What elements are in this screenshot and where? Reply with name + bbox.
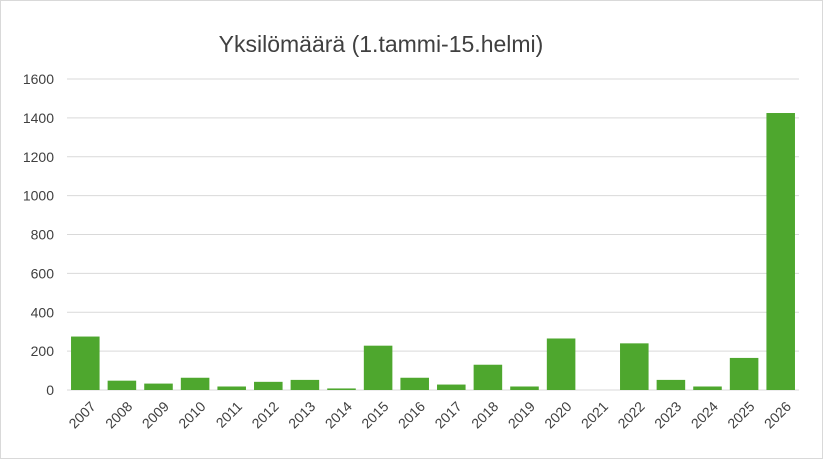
x-tick-label: 2016 [395,398,428,431]
bar-2019 [510,386,539,390]
x-tick-label: 2025 [724,398,757,431]
y-tick-label: 0 [46,382,54,398]
bar-2012 [254,381,283,390]
bars [71,113,795,390]
chart-title: Yksilömäärä (1.tammi-15.helmi) [218,31,544,57]
bar-2008 [107,380,137,390]
bar-2010 [180,377,210,390]
x-tick-label: 2026 [761,398,794,431]
bar-2013 [290,379,320,390]
y-tick-label: 400 [31,304,55,320]
x-tick-label: 2019 [505,398,538,431]
bar-2009 [144,383,173,390]
x-tick-label: 2007 [65,398,98,431]
x-tick-label: 2009 [139,398,172,431]
x-tick-label: 2022 [614,398,647,431]
bar-2007 [71,336,100,390]
x-tick-label: 2014 [322,398,355,431]
bar-2020 [546,338,576,390]
bar-2025 [729,357,759,390]
bar-2011 [217,386,246,390]
y-tick-label: 600 [31,265,55,281]
bar-2026 [766,113,795,390]
bar-2023 [656,379,686,390]
x-tick-label: 2020 [541,398,574,431]
y-tick-label: 800 [31,227,55,243]
x-tick-label: 2018 [468,398,501,431]
y-axis-tick-labels: 0 200 400 600 800 1000 1200 1400 1600 [23,71,54,398]
bar-2024 [693,386,722,390]
x-tick-label: 2017 [431,398,464,431]
y-tick-label: 1000 [23,188,54,204]
y-tick-label: 200 [31,343,55,359]
bar-2018 [473,364,503,390]
y-tick-label: 1400 [23,110,54,126]
x-tick-label: 2015 [358,398,391,431]
y-tick-label: 1600 [23,71,54,87]
x-tick-label: 2023 [651,398,684,431]
x-axis-tick-labels: 2007 2008 2009 2010 2011 2012 2013 2014 2015 2016… [65,398,794,431]
x-tick-label: 2008 [102,398,135,431]
x-tick-label: 2013 [285,398,318,431]
bar-2017 [437,384,466,390]
x-tick-label: 2011 [213,398,246,431]
x-tick-label: 2024 [688,398,721,431]
x-tick-label: 2010 [175,398,208,431]
x-tick-label: 2021 [578,398,611,431]
bar-2015 [363,345,393,390]
gridlines [67,78,799,391]
x-tick-label: 2012 [248,398,281,431]
bar-2016 [400,377,429,390]
bar-2022 [620,343,649,390]
bar-2014 [327,388,356,390]
y-tick-label: 1200 [23,149,54,165]
